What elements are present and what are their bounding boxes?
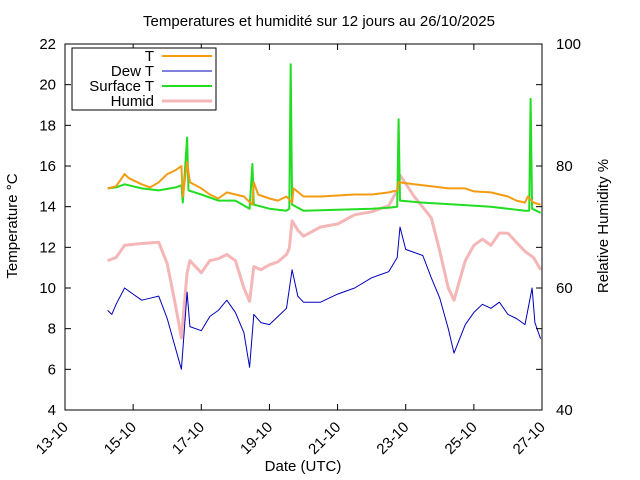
x-tick-label: 27-10 [510,419,549,458]
y-axis-label: Temperature °C [4,173,21,278]
x-tick-label: 17-10 [169,419,208,458]
y2-axis-label: Relative Humidity % [595,159,612,293]
y2-tick-label: 60 [556,280,573,297]
x-tick-label: 15-10 [101,419,140,458]
y-tick-label: 10 [39,280,56,297]
y-tick-label: 8 [48,321,56,338]
legend-label: Surface T [89,78,154,95]
y2-tick-label: 40 [556,402,573,419]
series-line-humid [107,173,542,340]
y-tick-label: 14 [39,199,56,216]
plot-frame [64,43,543,411]
x-tick-label: 23-10 [373,419,412,458]
x-tick-label: 19-10 [237,419,276,458]
series-line-dew-t [107,226,542,370]
y2-tick-label: 100 [556,36,581,53]
x-axis-label: Date (UTC) [265,458,342,475]
x-tick-label: 13-10 [33,419,72,458]
legend-label: Dew T [111,63,154,80]
y-tick-label: 16 [39,158,56,175]
y-tick-label: 4 [48,402,56,419]
y2-tick-label: 80 [556,158,573,175]
y-tick-label: 18 [39,117,56,134]
y-tick-label: 12 [39,239,56,256]
series-line-t [107,160,541,206]
y-tick-label: 20 [39,77,56,94]
x-tick-label: 21-10 [305,419,344,458]
y-tick-label: 6 [48,361,56,378]
series-layer [107,63,542,370]
y-tick-label: 22 [39,36,56,53]
legend-label: Humid [111,93,154,110]
legend-label: T [145,48,154,65]
x-tick-label: 25-10 [442,419,481,458]
chart-title: Temperatures et humidité sur 12 jours au… [143,13,495,30]
